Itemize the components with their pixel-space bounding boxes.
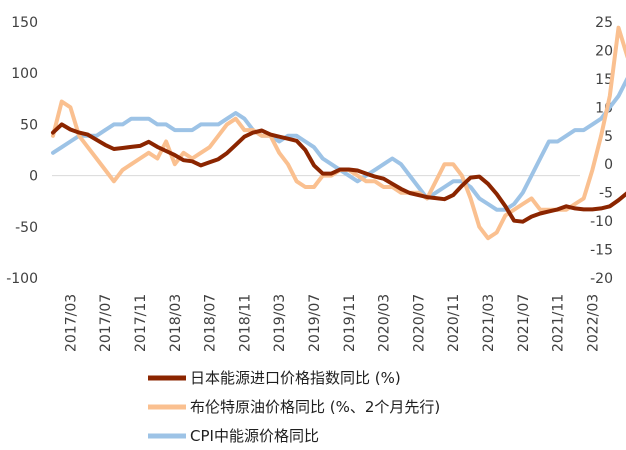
left-tick-label: -50 (15, 220, 38, 236)
x-tick-label: 2017/11 (133, 294, 149, 352)
legend-label-2: 布伦特原油价格同比 (%、2个月先行) (190, 398, 440, 416)
x-tick-label: 2020/11 (446, 294, 462, 352)
right-tick-label: -5 (599, 186, 613, 202)
left-tick-label: 50 (20, 117, 38, 133)
x-tick-label: 2019/03 (272, 294, 288, 352)
right-tick-label: -20 (590, 271, 613, 287)
x-tick-label: 2017/03 (63, 294, 79, 352)
series-line-3 (51, 77, 626, 212)
x-tick-label: 2018/11 (237, 294, 253, 352)
x-tick-label: 2019/11 (342, 294, 358, 352)
left-tick-label: 150 (11, 15, 38, 31)
right-tick-label: -15 (590, 243, 613, 259)
left-tick-label: -100 (6, 271, 38, 287)
x-tick-label: 2019/07 (307, 294, 323, 352)
series-lines (51, 25, 626, 241)
legend: 日本能源进口价格指数同比 (%) 布伦特原油价格同比 (%、2个月先行) CPI中能… (148, 369, 440, 445)
right-tick-label: 15 (595, 72, 613, 88)
x-tick-label: 2021/03 (481, 294, 497, 352)
x-tick-label: 2021/11 (551, 294, 567, 352)
x-tick-label: 2017/07 (98, 294, 114, 352)
right-tick-label: 20 (595, 43, 613, 59)
x-tick-label: 2022/03 (585, 294, 601, 352)
x-tick-label: 2020/07 (411, 294, 427, 352)
legend-label-3: CPI中能源价格同比 (190, 427, 319, 445)
right-tick-label: -10 (590, 214, 613, 230)
series-line-1 (51, 122, 626, 224)
x-tick-label: 2018/03 (168, 294, 184, 352)
legend-label-1: 日本能源进口价格指数同比 (%) (190, 369, 401, 387)
right-tick-label: 0 (604, 157, 613, 173)
x-axis-ticks: 2017/03 2017/07 2017/11 2018/03 2018/07 2018/… (63, 294, 601, 352)
left-axis-ticks: -100 -50 0 50 100 150 (6, 15, 38, 287)
x-tick-label: 2018/07 (203, 294, 219, 352)
right-tick-label: 25 (595, 15, 613, 31)
series-line-2 (51, 25, 626, 241)
x-tick-label: 2021/07 (516, 294, 532, 352)
left-tick-label: 0 (29, 169, 38, 185)
right-tick-label: 5 (604, 129, 613, 145)
x-tick-label: 2020/03 (377, 294, 393, 352)
left-tick-label: 100 (11, 66, 38, 82)
